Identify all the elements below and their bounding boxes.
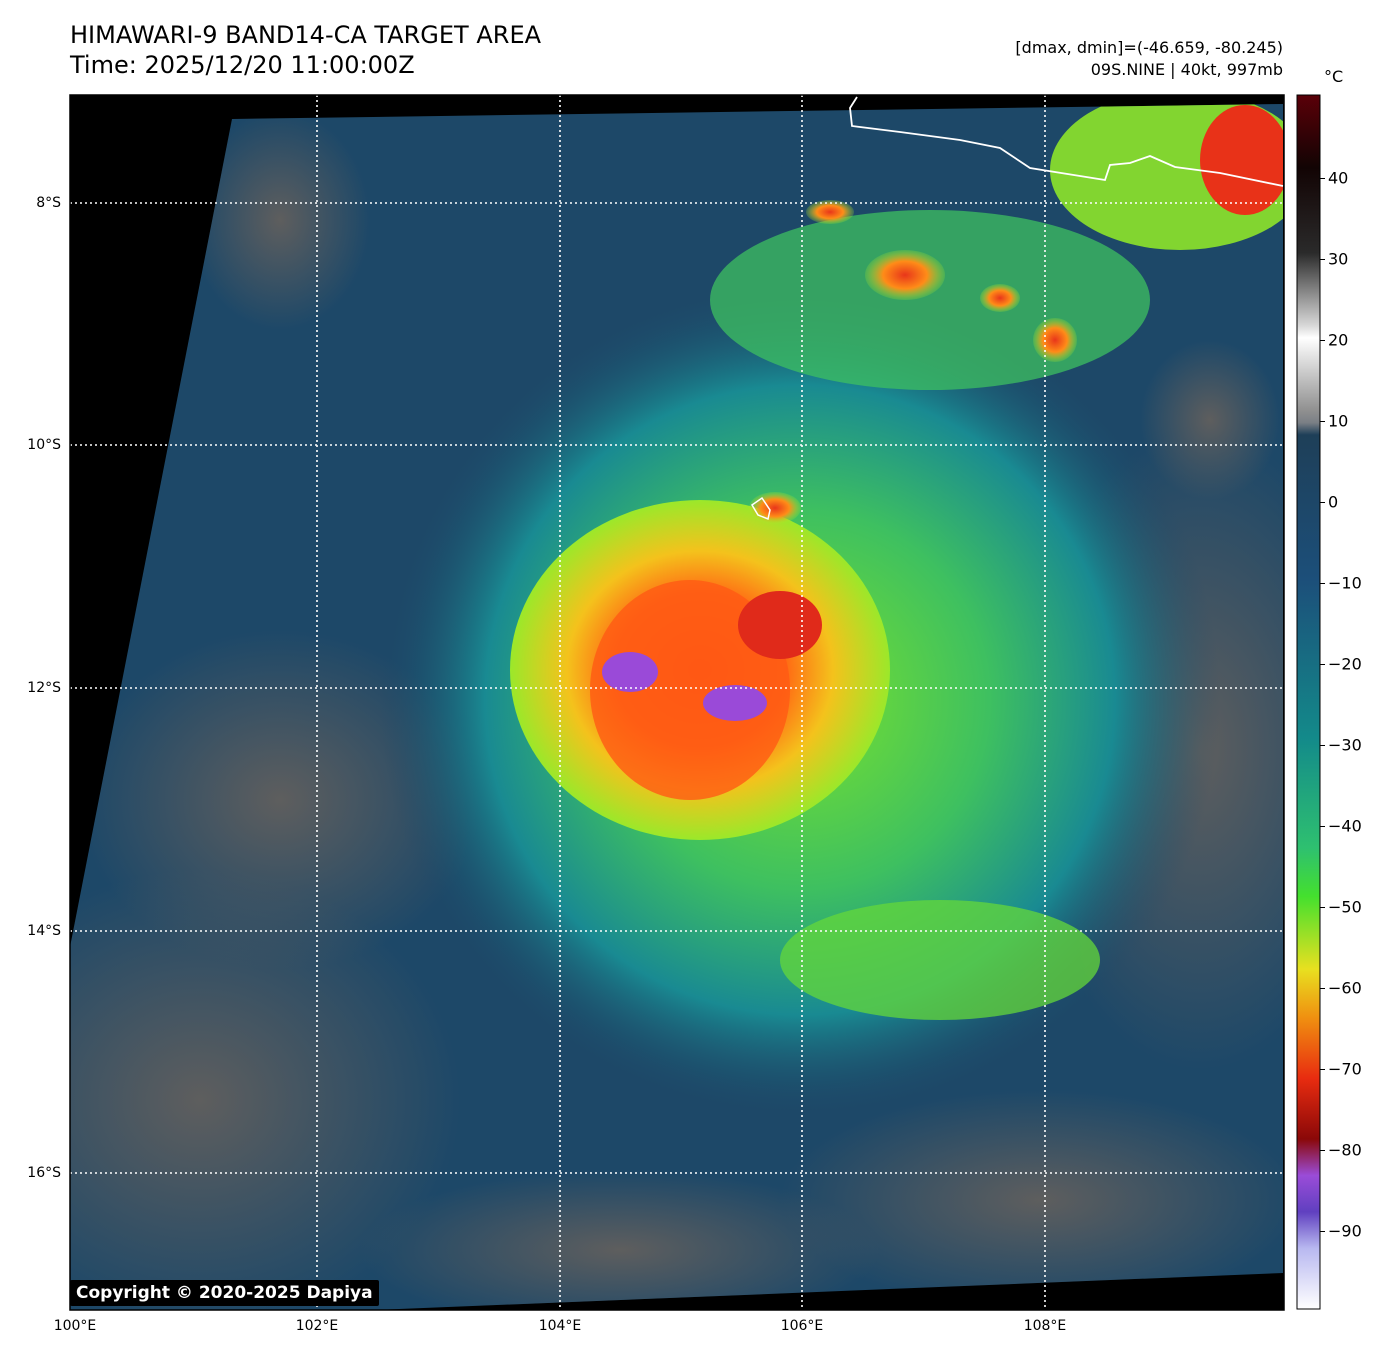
latitude-label: 12°S	[27, 680, 61, 696]
colorbar-tickmark	[1320, 421, 1325, 422]
satellite-imagery	[70, 104, 1283, 1310]
colorbar-unit: °C	[1324, 67, 1344, 86]
storm-info: 09S.NINE | 40kt, 997mb	[1090, 60, 1283, 79]
chart-title: HIMAWARI-9 BAND14-CA TARGET AREA Time: 2…	[70, 20, 541, 80]
title-line-1: HIMAWARI-9 BAND14-CA TARGET AREA	[70, 21, 542, 49]
colorbar-tick-label: 30	[1328, 249, 1349, 269]
longitude-label: 106°E	[780, 1318, 824, 1334]
colorbar-tickmark	[1320, 583, 1325, 584]
colorbar-tick-label: −50	[1328, 897, 1362, 917]
colorbar-tickmark	[1320, 1150, 1325, 1151]
colorbar-tick-label: 10	[1328, 411, 1349, 431]
colorbar	[1296, 94, 1321, 1310]
colorbar-tickmark	[1320, 502, 1325, 503]
colorbar-tickmark	[1320, 664, 1325, 665]
java-coastline	[849, 96, 1284, 187]
colorbar-tick-label: −70	[1328, 1059, 1362, 1079]
colorbar-tick-label: 20	[1328, 330, 1349, 350]
colorbar-tick-label: −40	[1328, 816, 1362, 836]
colorbar-tickmark	[1320, 907, 1325, 908]
graticule	[70, 95, 1284, 1310]
latitude-label: 8°S	[36, 195, 61, 211]
storm-stats: [dmax, dmin]=(-46.659, -80.245) 09S.NINE…	[1015, 37, 1283, 81]
colorbar-tick-label: −10	[1328, 573, 1362, 593]
colorbar-tickmark	[1320, 1069, 1325, 1070]
colorbar-tick-label: −80	[1328, 1140, 1362, 1160]
colorbar-tick-label: −90	[1328, 1221, 1362, 1241]
map-frame	[69, 94, 1285, 1311]
copyright-label: Copyright © 2020-2025 Dapiya	[70, 1280, 379, 1306]
longitude-label: 108°E	[1023, 1318, 1067, 1334]
colorbar-tickmark	[1320, 178, 1325, 179]
longitude-label: 104°E	[538, 1318, 582, 1334]
colorbar-tick-label: −60	[1328, 978, 1362, 998]
colorbar-tickmark	[1320, 259, 1325, 260]
title-line-2: Time: 2025/12/20 11:00:00Z	[70, 51, 415, 79]
colorbar-tick-label: −30	[1328, 735, 1362, 755]
latitude-label: 14°S	[27, 923, 61, 939]
colorbar-tickmark	[1320, 745, 1325, 746]
latitude-label: 10°S	[27, 437, 61, 453]
longitude-label: 102°E	[295, 1318, 339, 1334]
colorbar-tick-label: 40	[1328, 168, 1349, 188]
colorbar-tick-label: −20	[1328, 654, 1362, 674]
colorbar-tickmark	[1320, 340, 1325, 341]
colorbar-tickmark	[1320, 988, 1325, 989]
colorbar-tickmark	[1320, 826, 1325, 827]
temperature-range: [dmax, dmin]=(-46.659, -80.245)	[1015, 38, 1283, 57]
colorbar-tickmark	[1320, 1231, 1325, 1232]
colorbar-tick-label: 0	[1328, 492, 1339, 512]
latitude-label: 16°S	[27, 1165, 61, 1181]
island-coastline	[750, 496, 771, 521]
longitude-label: 100°E	[53, 1318, 97, 1334]
